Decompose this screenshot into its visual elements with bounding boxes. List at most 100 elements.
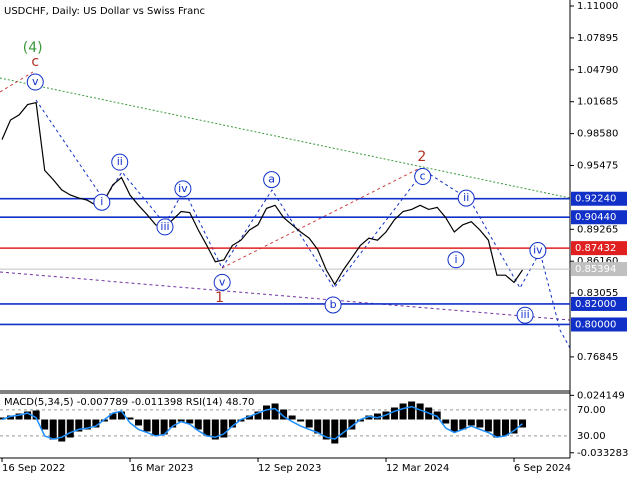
macd-bar <box>245 415 253 420</box>
level-label: 0.90440 <box>575 212 616 223</box>
macd-bar <box>169 419 177 428</box>
macd-bar <box>24 411 32 420</box>
macd-bar <box>476 419 484 428</box>
x-tick-label: 16 Sep 2022 <box>2 463 65 474</box>
macd-bar <box>519 419 527 428</box>
macd-bar <box>160 419 168 435</box>
macd-bar <box>484 419 492 432</box>
macd-bar <box>391 407 399 420</box>
level-box <box>571 262 627 277</box>
macd-bar <box>280 409 288 420</box>
level-label: 0.80000 <box>575 319 616 330</box>
macd-bar <box>450 419 458 432</box>
macd-bar <box>75 419 83 432</box>
macd-bar <box>510 419 518 434</box>
macd-bar <box>194 419 202 430</box>
wave-circle <box>447 251 465 269</box>
macd-bar <box>41 419 49 430</box>
wave-circle <box>457 189 475 207</box>
y-tick-label: 0.024149 <box>577 390 625 401</box>
macd-bar <box>92 419 100 428</box>
wave-circle <box>213 273 231 291</box>
level-box <box>571 317 627 332</box>
macd-bar <box>177 419 185 422</box>
y-tick-label: 1.01685 <box>577 97 618 108</box>
trend-line <box>0 271 571 321</box>
indicator-title: MACD(5,34,5) -0.007789 -0.011398 RSI(14)… <box>4 397 254 408</box>
x-tick-label: 12 Sep 2023 <box>258 463 321 474</box>
y-tick-label: 1.07895 <box>577 33 618 44</box>
wave-label: v <box>219 275 226 288</box>
wave-path <box>0 71 34 93</box>
macd-bar <box>322 419 330 440</box>
wave-label: iii <box>160 220 169 233</box>
wave-label: i <box>454 253 457 266</box>
wave-circle <box>516 306 534 324</box>
wave-label: 2 <box>417 149 426 165</box>
macd-bar <box>254 411 262 420</box>
macd-bar <box>297 419 305 422</box>
wave-label: (4) <box>23 40 43 56</box>
macd-bar <box>203 419 211 436</box>
level-label: 0.82000 <box>575 299 616 310</box>
wave-circle <box>414 168 432 186</box>
wave-circle <box>26 73 44 91</box>
x-tick-label: 6 Sep 2024 <box>514 463 571 474</box>
macd-bar <box>501 419 509 436</box>
wave-label: iv <box>178 182 188 195</box>
y-tick-label: 0.89265 <box>577 224 618 235</box>
macd-bar <box>408 401 416 420</box>
wave-circle <box>156 218 174 236</box>
macd-bar <box>365 415 373 420</box>
macd-bar <box>348 419 356 430</box>
macd-bar <box>399 403 407 420</box>
macd-bar <box>32 410 40 420</box>
macd-bar <box>66 419 74 438</box>
y-tick-label: 0.86160 <box>577 256 618 267</box>
wave-label: a <box>268 173 275 186</box>
y-tick-label: 0.76845 <box>577 352 618 363</box>
wave-circle <box>174 180 192 198</box>
wave-circle <box>111 153 129 171</box>
macd-bar <box>135 419 143 426</box>
trend-line <box>0 77 571 199</box>
macd-bar <box>0 417 6 420</box>
level-label: 0.87432 <box>575 243 616 254</box>
wave-circle <box>263 171 281 189</box>
rsi-line <box>1 405 523 440</box>
macd-bar <box>433 411 441 420</box>
macd-bar <box>15 413 23 420</box>
macd-bar <box>220 419 228 438</box>
chart-title: USDCHF, Daily: US Dollar vs Swiss Franc <box>4 6 205 17</box>
wave-label: ii <box>117 155 123 168</box>
wave-label: c <box>420 170 426 183</box>
wave-label: v <box>32 75 39 88</box>
y-tick-label: 1.04790 <box>577 65 618 76</box>
y-tick-label: 70.00 <box>577 405 606 416</box>
macd-bar <box>228 419 236 428</box>
macd-bar <box>373 413 381 420</box>
macd-bar <box>186 419 194 424</box>
x-tick-label: 12 Mar 2024 <box>386 463 449 474</box>
macd-bar <box>109 413 117 420</box>
y-tick-label: 0.98580 <box>577 129 618 140</box>
level-box <box>571 296 627 311</box>
macd-bar <box>314 419 322 434</box>
wave-label: ii <box>463 191 469 204</box>
macd-bar <box>288 415 296 420</box>
wave-label: b <box>330 298 337 311</box>
macd-bar <box>7 415 15 420</box>
macd-bar <box>467 419 475 426</box>
price-line <box>1 101 523 286</box>
y-tick-label: 0.95475 <box>577 160 618 171</box>
wave-circle <box>529 242 547 260</box>
wave-label: iii <box>521 308 530 321</box>
macd-bar <box>339 419 347 438</box>
macd-bar <box>493 419 501 438</box>
macd-bar <box>58 419 66 442</box>
macd-bar <box>263 405 271 420</box>
wave-circle <box>324 296 342 314</box>
macd-bar <box>331 419 339 444</box>
macd-bar <box>49 419 57 440</box>
wave-label: i <box>100 195 103 208</box>
